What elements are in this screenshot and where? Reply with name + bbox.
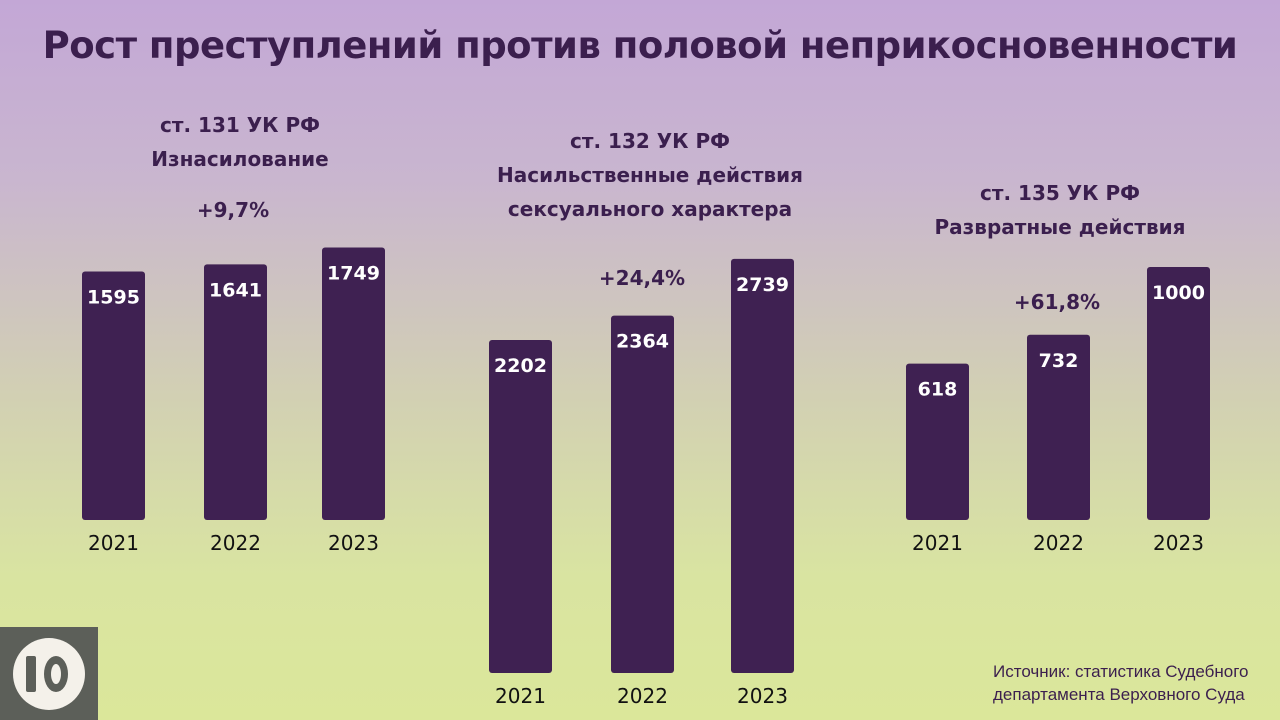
bar-value-label: 2739: [736, 274, 789, 296]
group-title-line: ст. 135 УК РФ: [980, 181, 1140, 205]
bar-1-2023: [731, 258, 794, 673]
bar-0-2022: [204, 264, 267, 520]
source-note: Источник: статистика Судебного департаме…: [993, 660, 1273, 706]
x-tick-label: 2023: [1153, 531, 1204, 555]
group-title-135: ст. 135 УК РФ Развратные действия: [900, 176, 1220, 244]
x-tick-label: 2021: [495, 684, 546, 708]
bar-value-label: 1641: [209, 279, 262, 301]
bar-1-2022: [611, 315, 674, 673]
bar-1-2021: [489, 340, 552, 673]
growth-annotation-131: +9,7%: [196, 198, 270, 222]
group-title-line: Развратные действия: [934, 215, 1186, 239]
bar-2-2022: [1027, 334, 1090, 520]
group-title-line: ст. 132 УК РФ: [570, 129, 730, 153]
source-line: Источник: статистика Судебного: [993, 662, 1249, 681]
bar-value-label: 2364: [616, 331, 669, 353]
x-tick-label: 2021: [88, 531, 139, 555]
bar-value-label: 732: [1039, 350, 1079, 372]
bar-value-label: 1000: [1152, 282, 1205, 304]
bar-0-2023: [322, 247, 385, 520]
group-title-131: ст. 131 УК РФ Изнасилование: [100, 108, 380, 176]
bar-2-2021: [906, 363, 969, 520]
group-title-line: ст. 131 УК РФ: [160, 113, 320, 137]
x-tick-label: 2021: [912, 531, 963, 555]
x-tick-label: 2023: [737, 684, 788, 708]
x-tick-label: 2022: [210, 531, 261, 555]
bar-0-2021: [82, 271, 145, 520]
group-title-line: сексуального характера: [507, 197, 793, 221]
growth-annotation-132: +24,4%: [598, 266, 686, 290]
x-tick-label: 2023: [328, 531, 379, 555]
bar-value-label: 1595: [87, 286, 140, 308]
source-line: департамента Верховного Суда: [993, 685, 1245, 704]
bar-value-label: 2202: [494, 355, 547, 377]
group-title-line: Насильственные действия: [496, 163, 803, 187]
page-title: Рост преступлений против половой неприко…: [42, 24, 1238, 67]
x-tick-label: 2022: [617, 684, 668, 708]
bar-value-label: 1749: [327, 263, 380, 285]
growth-annotation-135: +61,8%: [1013, 290, 1101, 314]
x-tick-label: 2022: [1033, 531, 1084, 555]
ten-logo-icon: [0, 627, 98, 720]
group-title-line: Изнасилование: [151, 147, 329, 171]
bar-value-label: 618: [918, 379, 958, 401]
bar-2-2023: [1147, 267, 1210, 520]
group-title-132: ст. 132 УК РФ Насильственные действия се…: [440, 124, 860, 226]
